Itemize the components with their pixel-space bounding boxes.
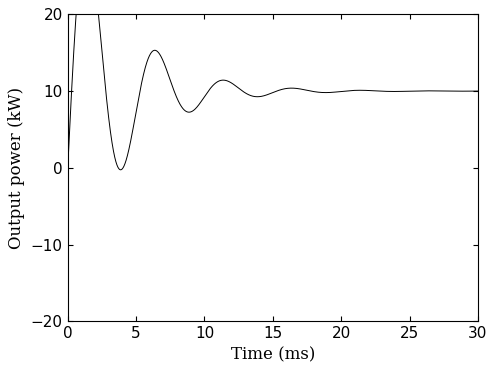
Y-axis label: Output power (kW): Output power (kW) [8,87,25,249]
X-axis label: Time (ms): Time (ms) [231,347,315,364]
